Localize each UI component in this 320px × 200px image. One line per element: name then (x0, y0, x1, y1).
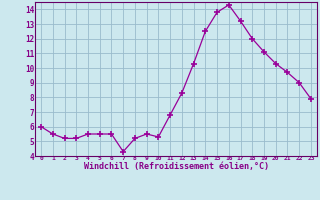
X-axis label: Windchill (Refroidissement éolien,°C): Windchill (Refroidissement éolien,°C) (84, 162, 268, 171)
